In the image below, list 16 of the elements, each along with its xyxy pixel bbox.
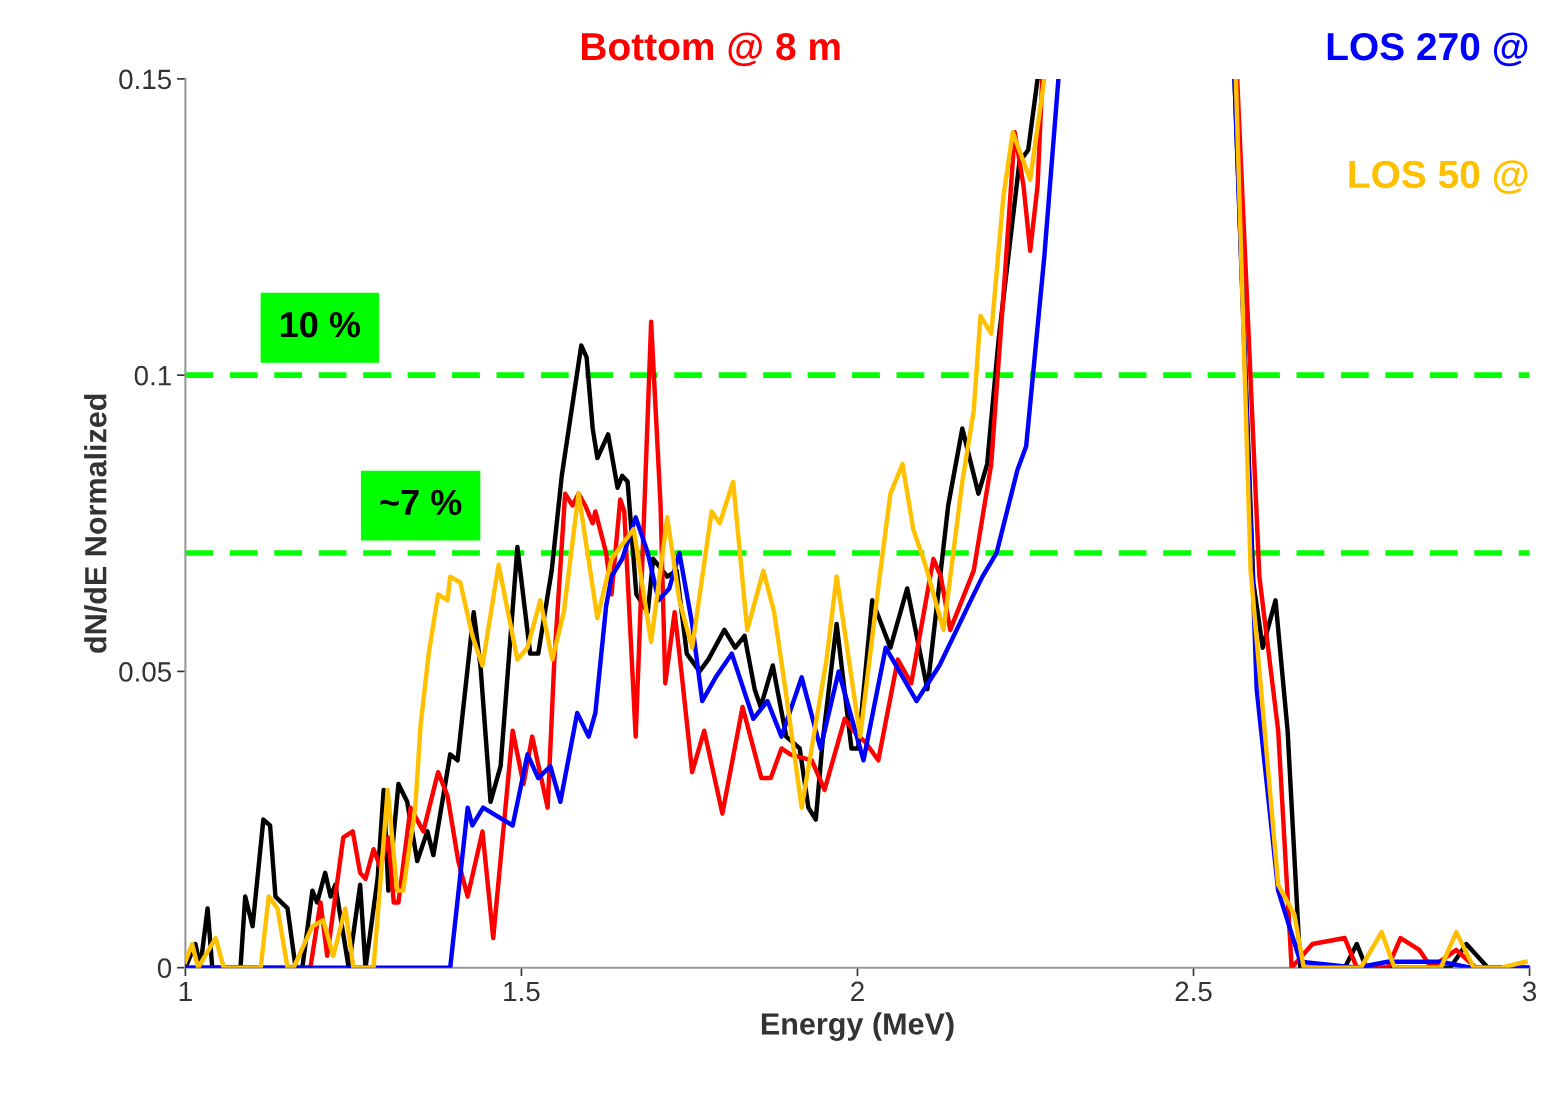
y-tick-label: 0 <box>157 958 172 979</box>
text: LOS 270 @ <box>1327 32 1528 67</box>
x-tick-label: 2 <box>851 981 864 1002</box>
y-tick-label: 0.15 <box>119 69 172 90</box>
text: Bottom @ 8 m <box>582 32 840 67</box>
x-tick-label: 1 <box>179 981 192 1002</box>
x-axis-title: Energy (MeV) <box>761 1012 954 1041</box>
x-tick-label: 1.5 <box>504 981 540 1002</box>
ref-line-label: 10 % <box>280 311 361 338</box>
y-axis-title: dN/dE Normalized <box>84 394 107 653</box>
x-tick-label: 2.5 <box>1175 981 1212 1002</box>
text: LOS 50 @ <box>1349 160 1528 194</box>
ref-line-label: ~7 % <box>380 489 462 516</box>
y-tick-label: 0.05 <box>119 662 172 682</box>
y-tick-label: 0.1 <box>134 365 171 386</box>
x-tick-label: 3 <box>1522 981 1537 1002</box>
